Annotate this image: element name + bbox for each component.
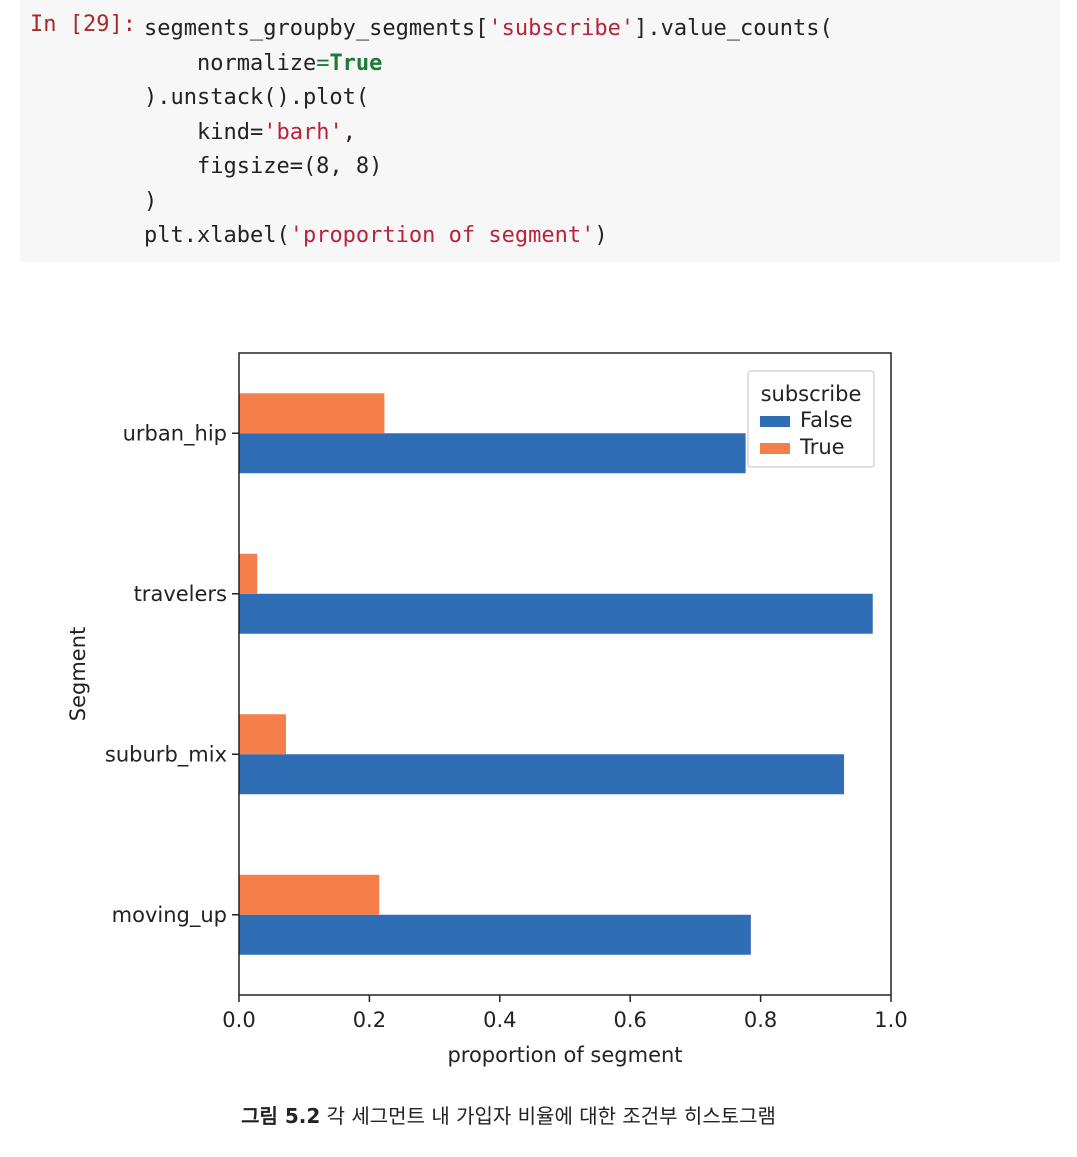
code-token: plt.xlabel( xyxy=(144,223,290,248)
x-tick-label: 0.6 xyxy=(613,1008,646,1032)
code-block: segments_groupby_segments['subscribe'].v… xyxy=(144,12,833,254)
x-tick-label: 0.8 xyxy=(744,1008,777,1032)
figure-caption: 그림 5.2 각 세그먼트 내 가입자 비율에 대한 조건부 히스토그램 xyxy=(0,1100,1077,1129)
x-tick-label: 0.2 xyxy=(353,1008,386,1032)
bar-suburb_mix-false xyxy=(239,754,845,795)
code-line: kind='barh', xyxy=(144,120,356,145)
caption-text: 각 세그먼트 내 가입자 비율에 대한 조건부 히스토그램 xyxy=(326,1104,776,1128)
legend-swatch-true xyxy=(760,443,790,454)
code-line: segments_groupby_segments['subscribe'].v… xyxy=(144,16,833,41)
code-token: segments_groupby_segments[ xyxy=(144,16,489,41)
x-tick-label: 0.4 xyxy=(483,1008,516,1032)
code-token: ).unstack().plot( xyxy=(144,85,370,110)
code-token: ) xyxy=(594,223,608,248)
code-token: 'proportion of segment' xyxy=(289,223,595,248)
code-cell[interactable]: In [29]: segments_groupby_segments['subs… xyxy=(20,0,1060,262)
code-token: normalize xyxy=(144,50,317,76)
legend-label-true: True xyxy=(799,435,845,459)
x-tick-label: 1.0 xyxy=(874,1008,907,1032)
bar-moving_up-false xyxy=(239,914,751,955)
y-tick-label: urban_hip xyxy=(123,421,227,446)
y-tick-label: moving_up xyxy=(112,903,227,928)
bar-moving_up-true xyxy=(239,874,380,915)
caption-number: 그림 5.2 xyxy=(241,1104,321,1128)
x-tick-label: 0.0 xyxy=(222,1008,255,1032)
code-token: ) xyxy=(144,188,158,214)
y-axis-label: Segment xyxy=(66,627,90,722)
code-token: , xyxy=(342,119,356,145)
x-axis-label: proportion of segment xyxy=(447,1043,682,1067)
code-token: ].value_counts( xyxy=(634,16,833,41)
code-line: ) xyxy=(144,189,157,214)
code-line: plt.xlabel('proportion of segment') xyxy=(144,223,608,248)
bar-urban_hip-true xyxy=(239,393,385,434)
y-tick-label: suburb_mix xyxy=(105,742,227,767)
bar-chart: moving_up suburb_mix travelers urban_hip 0.0… xyxy=(66,352,908,1067)
code-token: kind= xyxy=(144,119,264,145)
legend-swatch-false xyxy=(760,416,790,427)
y-tick-label: travelers xyxy=(134,582,227,606)
chart-figure: moving_up suburb_mix travelers urban_hip 0.0… xyxy=(0,300,1077,1090)
code-line: figsize=(8, 8) xyxy=(144,154,382,179)
cell-prompt: In [29]: xyxy=(30,12,136,37)
code-token: = xyxy=(316,50,330,76)
bar-suburb_mix-true xyxy=(239,714,286,755)
code-token: 'subscribe' xyxy=(488,16,635,41)
bar-travelers-true xyxy=(239,553,258,594)
code-line: normalize=True xyxy=(144,51,382,76)
code-token: figsize=(8, 8) xyxy=(144,154,383,179)
code-line: ).unstack().plot( xyxy=(144,85,369,110)
code-token: 'barh' xyxy=(263,119,343,145)
legend-title: subscribe xyxy=(761,382,862,406)
code-token: True xyxy=(329,50,383,76)
plot-frame xyxy=(238,352,892,996)
legend-label-false: False xyxy=(800,408,853,432)
bar-urban_hip-false xyxy=(239,433,746,474)
bar-travelers-false xyxy=(239,593,873,634)
